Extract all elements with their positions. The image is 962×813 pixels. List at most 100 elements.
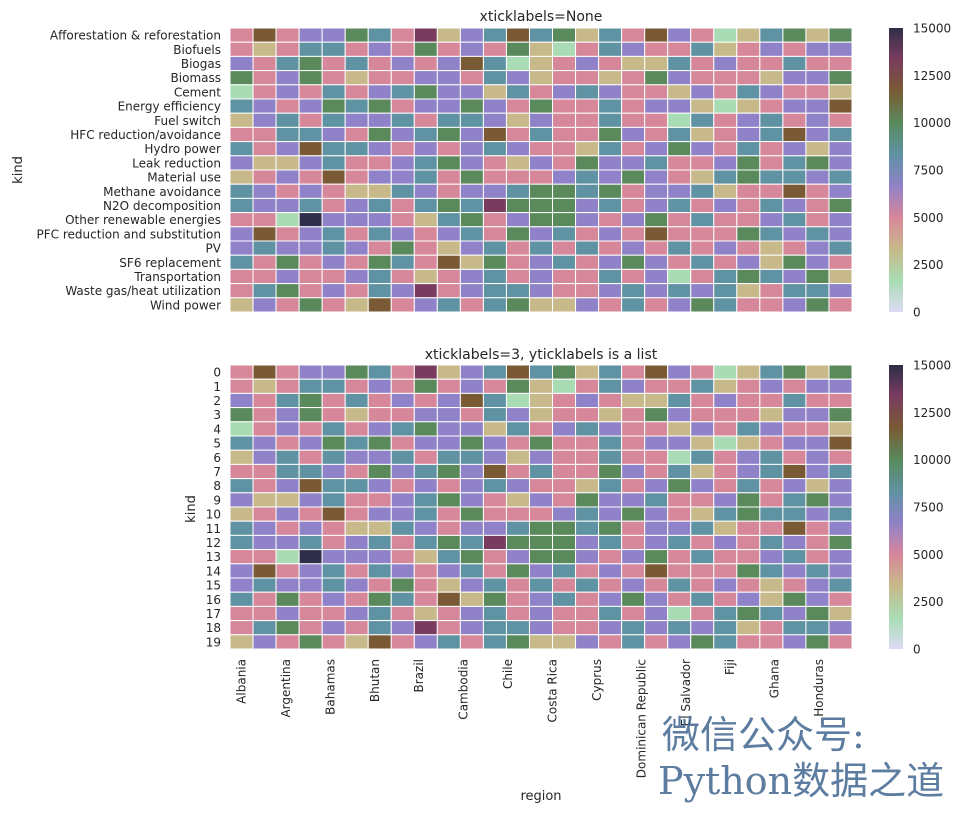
heatmap-cell <box>690 577 715 593</box>
heatmap-cell <box>298 577 323 593</box>
heatmap-cell <box>759 620 784 636</box>
heatmap-cell <box>229 254 254 270</box>
heatmap-cell <box>482 268 507 285</box>
heatmap-cell <box>229 183 254 199</box>
heatmap-cell <box>805 591 830 607</box>
heatmap-cell <box>667 549 692 565</box>
heatmap-cell <box>782 478 807 494</box>
heatmap-cell <box>459 84 484 100</box>
heatmap-cell <box>229 620 254 636</box>
heatmap-cell <box>252 492 277 508</box>
heatmap-cell <box>528 183 554 199</box>
heatmap-cell <box>644 70 669 86</box>
heatmap-cell <box>782 226 807 242</box>
heatmap-cell <box>805 70 830 86</box>
heatmap-cell <box>828 55 853 72</box>
heatmap-cell <box>828 212 853 228</box>
heatmap-cell <box>321 478 346 494</box>
heatmap-cell <box>575 492 600 508</box>
heatmap-cell <box>459 141 484 157</box>
heatmap-cell <box>713 549 738 565</box>
heatmap-cell <box>575 534 600 551</box>
heatmap-cell <box>436 240 461 256</box>
heatmap-cell <box>252 407 277 423</box>
heatmap-cell <box>344 520 369 536</box>
heatmap-cell <box>436 563 461 579</box>
heatmap-cell <box>667 41 692 57</box>
heatmap-cell <box>736 392 761 409</box>
heatmap-cell <box>621 534 646 551</box>
heatmap-cell <box>321 141 346 157</box>
heatmap-cell <box>828 520 853 536</box>
heatmap-cell <box>275 212 300 228</box>
heatmap-cell <box>782 240 807 256</box>
heatmap-cell <box>805 520 830 536</box>
heatmap-cell <box>552 126 577 143</box>
heatmap-cell <box>621 421 646 437</box>
heatmap-cell <box>436 392 461 409</box>
heatmap-cell <box>828 254 853 270</box>
heatmap-cell <box>344 27 369 43</box>
heatmap-cell <box>528 155 554 171</box>
heatmap-cell <box>713 283 738 299</box>
heatmap-cell <box>713 268 738 285</box>
heatmap-cell <box>598 549 623 565</box>
heatmap-cell <box>736 126 761 143</box>
heatmap-cell <box>598 112 623 128</box>
heatmap-cell <box>575 112 600 128</box>
heatmap-cell <box>598 421 623 437</box>
heatmap-cell <box>459 520 484 536</box>
heatmap-cell <box>413 70 438 86</box>
heatmap-cell <box>459 392 484 409</box>
bottom-heatmap-title: xticklabels=3, yticklabels is a list <box>425 347 658 363</box>
heatmap-cell <box>321 506 346 522</box>
heatmap-cell <box>552 563 577 579</box>
heatmap-cell <box>759 364 784 380</box>
heatmap-cell <box>298 534 323 551</box>
heatmap-cell <box>482 27 507 43</box>
x-tick-label: Ghana <box>768 659 782 698</box>
heatmap-cell <box>275 492 300 508</box>
heatmap-cell <box>575 421 600 437</box>
heatmap-cell <box>667 226 692 242</box>
heatmap-cell <box>344 506 369 522</box>
heatmap-cell <box>482 549 507 565</box>
heatmap-cell <box>644 435 669 451</box>
colorbar-tick-label: 12500 <box>913 69 951 83</box>
heatmap-cell <box>528 112 554 128</box>
y-tick-label: 11 <box>206 522 221 536</box>
heatmap-cell <box>575 268 600 285</box>
bottom-heatmap-xlabel: region <box>520 789 561 804</box>
heatmap-cell <box>736 197 761 214</box>
heatmap-cell <box>459 563 484 579</box>
heatmap-cell <box>390 364 415 380</box>
watermark: 微信公众号: Python数据之道 <box>658 713 944 803</box>
heatmap-cell <box>321 155 346 171</box>
heatmap-cell <box>390 478 415 494</box>
heatmap-cell <box>828 506 853 522</box>
heatmap-cell <box>782 549 807 565</box>
heatmap-cell <box>390 155 415 171</box>
heatmap-cell <box>598 534 623 551</box>
heatmap-cell <box>390 55 415 72</box>
heatmap-cell <box>528 506 554 522</box>
heatmap-cell <box>252 98 277 114</box>
heatmap-cell <box>436 435 461 451</box>
y-tick-label: Leak reduction <box>132 156 221 170</box>
top-heatmap-cells <box>229 27 853 313</box>
heatmap-cell <box>690 435 715 451</box>
heatmap-cell <box>713 634 738 650</box>
heatmap-cell <box>736 254 761 270</box>
heatmap-cell <box>229 297 254 313</box>
heatmap-cell <box>436 421 461 437</box>
heatmap-cell <box>367 520 392 536</box>
heatmap-cell <box>275 407 300 423</box>
heatmap-cell <box>644 197 669 214</box>
heatmap-cell <box>782 506 807 522</box>
heatmap-cell <box>367 605 392 622</box>
heatmap-cell <box>275 364 300 380</box>
heatmap-cell <box>782 126 807 143</box>
heatmap-cell <box>828 563 853 579</box>
heatmap-cell <box>828 183 853 199</box>
heatmap-cell <box>390 226 415 242</box>
